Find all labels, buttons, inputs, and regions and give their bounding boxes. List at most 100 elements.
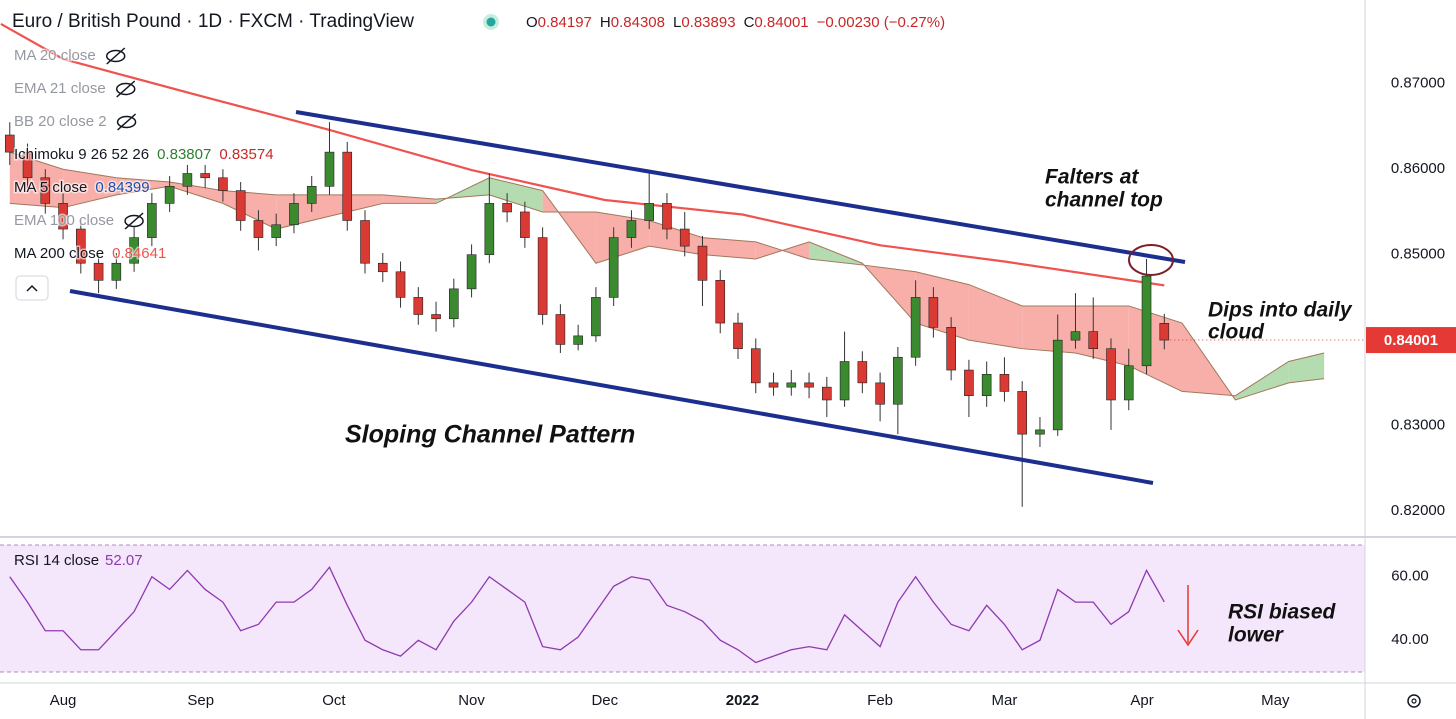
candle-body bbox=[58, 203, 68, 230]
cloud-edge bbox=[9, 177, 1325, 397]
candle-body bbox=[4, 134, 15, 153]
legend: MA 20 close EMA 21 close BB 20 close 2 Ichi… bbox=[13, 45, 276, 263]
ohlc: O0.84197 H0.84308 L0.83893 C0.84001 −0.00230… bbox=[526, 14, 945, 31]
x-tick-label: Mar bbox=[992, 692, 1018, 709]
legend-name: EMA 21 close bbox=[14, 80, 106, 97]
cloud-segment bbox=[169, 182, 223, 204]
candle-body bbox=[626, 220, 637, 238]
rsi-tick-label: 40.00 bbox=[1391, 631, 1429, 648]
candle-body bbox=[946, 327, 956, 371]
candle-body bbox=[129, 237, 139, 264]
candle-body bbox=[342, 151, 353, 221]
annotation: Falters at bbox=[1045, 166, 1139, 189]
legend-entry: MA 20 close bbox=[14, 47, 96, 64]
ma-line bbox=[0, 22, 1165, 287]
legend-entry: EMA 100 close bbox=[14, 212, 114, 229]
candle-body bbox=[147, 203, 157, 238]
candle-body bbox=[857, 361, 868, 384]
annotation: RSI biased bbox=[1228, 601, 1337, 624]
legend-entry: Ichimoku 9 26 52 26 0.83807 0.83574 bbox=[14, 146, 274, 163]
channel-lower bbox=[69, 289, 1154, 485]
legend-value: 0.84399 bbox=[95, 179, 149, 196]
legend-value: 0.84641 bbox=[112, 245, 166, 262]
candle-body bbox=[449, 288, 459, 320]
cloud-segment bbox=[702, 237, 756, 259]
legend-name: Ichimoku 9 26 52 26 bbox=[14, 146, 149, 163]
candle-body bbox=[218, 177, 228, 191]
y-tick-label: 0.82000 bbox=[1391, 502, 1445, 519]
candle-body bbox=[999, 374, 1010, 392]
drawings: Falters at channel top Dips into daily c… bbox=[69, 110, 1353, 647]
candle-body bbox=[1052, 339, 1063, 431]
candle-body bbox=[520, 211, 530, 238]
eye-hidden-slash bbox=[106, 47, 126, 65]
gear-hub bbox=[1411, 698, 1417, 704]
candle-body bbox=[786, 382, 797, 388]
candle-body bbox=[466, 254, 477, 290]
candle-body bbox=[271, 224, 281, 238]
candle-body bbox=[360, 220, 370, 264]
legend-name: MA 20 close bbox=[14, 47, 96, 64]
candle-body bbox=[164, 186, 175, 204]
cloud-segment bbox=[1022, 305, 1076, 353]
candle-body bbox=[679, 228, 690, 247]
candle-body bbox=[537, 237, 548, 315]
candle-body bbox=[1141, 275, 1152, 367]
candle-body bbox=[22, 151, 33, 179]
x-tick-label: Dec bbox=[591, 692, 618, 709]
highlight-ellipse bbox=[1128, 244, 1174, 276]
candle-body bbox=[40, 177, 51, 204]
rsi-legend-name: RSI 14 close bbox=[14, 552, 99, 569]
candle-body bbox=[768, 382, 779, 388]
candle-body bbox=[928, 297, 939, 328]
legend-value: 0.83574 bbox=[219, 146, 273, 163]
candle-body bbox=[1017, 391, 1027, 435]
candle-body bbox=[1088, 331, 1099, 349]
candle-body bbox=[502, 203, 512, 213]
arrow-head bbox=[1177, 629, 1199, 647]
candle-body bbox=[555, 314, 566, 345]
candle-body bbox=[804, 382, 814, 388]
cloud-segment bbox=[1235, 361, 1289, 400]
legend-entry: MA 5 close 0.84399 bbox=[14, 179, 150, 196]
candle-body bbox=[182, 173, 193, 187]
rsi-legend: RSI 14 close 52.07 bbox=[14, 552, 143, 569]
candle-body bbox=[964, 369, 974, 396]
candle-body bbox=[822, 386, 832, 401]
annotation: lower bbox=[1228, 624, 1285, 647]
chart-title: Euro / British Pound · 1D · FXCM · Tradi… bbox=[12, 11, 414, 32]
candle-body bbox=[662, 203, 672, 230]
candle-body bbox=[200, 173, 210, 179]
legend-name: BB 20 close 2 bbox=[14, 113, 107, 130]
rsi-tick-label: 60.00 bbox=[1391, 568, 1429, 585]
eye-hidden-icon bbox=[124, 214, 144, 228]
candle-body bbox=[1106, 348, 1116, 401]
eye-hidden-slash bbox=[124, 212, 144, 230]
status-dot bbox=[486, 17, 496, 27]
candle-body bbox=[111, 262, 122, 281]
candle-body bbox=[1035, 429, 1045, 435]
collapse-button[interactable] bbox=[15, 275, 49, 301]
candle-body bbox=[484, 203, 495, 255]
candle-body bbox=[1070, 331, 1081, 341]
cloud-segment bbox=[1288, 352, 1325, 383]
x-tick-label: 2022 bbox=[726, 692, 759, 709]
candle-body bbox=[413, 297, 424, 315]
gear-icon bbox=[1407, 694, 1421, 708]
candle-body bbox=[235, 190, 246, 221]
settings-button[interactable] bbox=[1407, 694, 1421, 708]
ma-layer bbox=[0, 22, 1165, 287]
candle-body bbox=[306, 186, 317, 204]
rsi-line bbox=[9, 566, 1165, 664]
legend-name: MA 5 close bbox=[14, 179, 87, 196]
legend-name: MA 200 close bbox=[14, 245, 104, 262]
x-tick-label: Feb bbox=[867, 692, 893, 709]
candle-body bbox=[591, 297, 601, 337]
candle-layer bbox=[4, 122, 1170, 507]
candle-body bbox=[697, 245, 708, 281]
candle-body bbox=[573, 335, 583, 345]
last-price-label: 0.84001 bbox=[1384, 332, 1438, 349]
candle-body bbox=[608, 237, 619, 298]
y-tick-label: 0.83000 bbox=[1391, 417, 1445, 434]
